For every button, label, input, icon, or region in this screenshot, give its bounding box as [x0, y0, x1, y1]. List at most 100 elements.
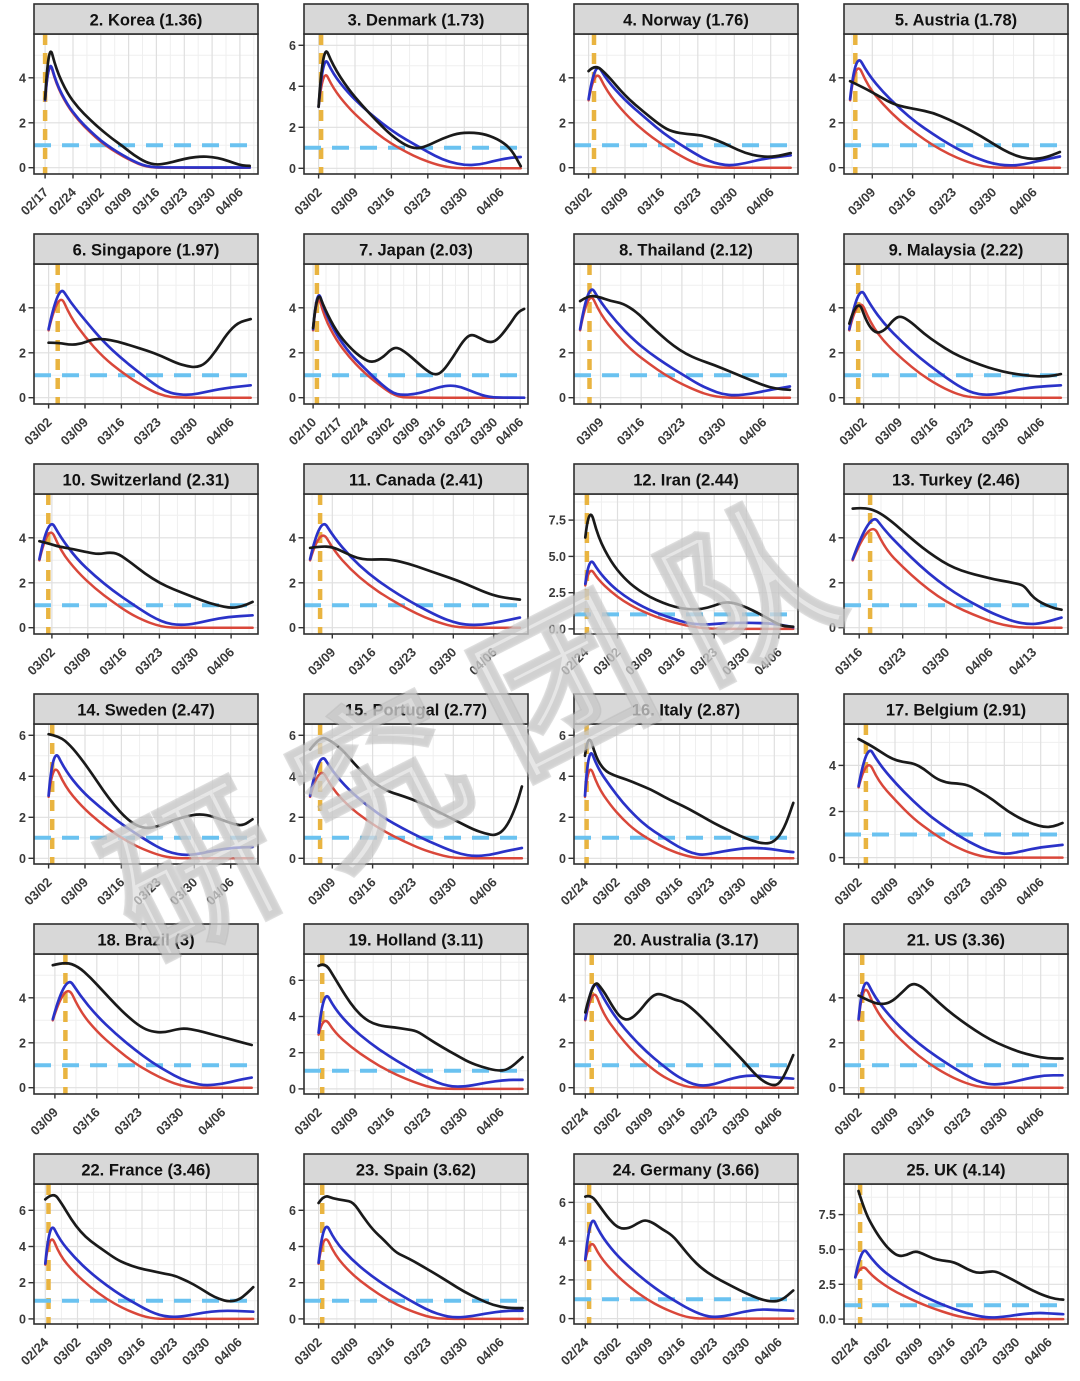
x-tick-label: 04/06 [1006, 185, 1040, 219]
blue-series-line [583, 1219, 795, 1319]
x-tick-label: 03/23 [670, 185, 704, 219]
x-tick-label: 03/30 [437, 1105, 471, 1139]
chart-panel: 5. Austria (1.78) 03/09 03/16 03/23 03/30 04/… [810, 0, 1080, 230]
red-series-line [857, 764, 1064, 859]
y-tick-label: 0 [829, 161, 836, 175]
panel-title: 18. Brazil (3) [97, 932, 194, 950]
x-tick-label: 03/30 [695, 415, 729, 449]
black-series-line [308, 545, 522, 601]
y-tick-label: 0 [559, 391, 566, 405]
blue-series-line [51, 980, 254, 1087]
x-tick-label: 03/02 [590, 1335, 624, 1369]
black-series-line [847, 304, 1063, 378]
blue-series-line [851, 518, 1063, 626]
y-tick-label: 2 [19, 116, 26, 130]
x-tick-label: 03/23 [400, 1105, 434, 1139]
panel-title: 2. Korea (1.36) [90, 12, 203, 30]
y-tick-label: 2 [559, 811, 566, 825]
x-tick-label: 03/02 [73, 185, 107, 219]
blue-series-line [583, 752, 795, 856]
x-tick-label: 02/10 [286, 415, 320, 449]
red-series-line [848, 303, 1063, 399]
x-tick-label: 03/16 [345, 645, 379, 679]
x-tick-label: 02/24 [558, 1334, 592, 1368]
black-series-line [857, 1189, 1065, 1301]
y-tick-label: 2 [829, 116, 836, 130]
y-tick-label: 4 [289, 770, 296, 784]
facet-chart: 20. Australia (3.17) 02/2403/0203/0903/16… [558, 923, 799, 1139]
red-series-line [308, 534, 522, 629]
black-series-line [583, 513, 795, 629]
x-tick-label: 03/09 [328, 1335, 362, 1369]
x-tick-label: 04/06 [1013, 1105, 1047, 1139]
x-tick-label: 03/23 [687, 1335, 721, 1369]
y-tick-label: 4 [289, 1010, 296, 1024]
panel-title: 8. Thailand (2.12) [619, 242, 753, 260]
x-tick-label: 04/06 [1013, 875, 1047, 909]
red-series-line [311, 299, 526, 399]
y-tick-label: 7.5 [819, 1208, 836, 1222]
x-tick-label: 03/16 [96, 645, 130, 679]
blue-series-line [853, 1249, 1065, 1319]
blue-series-line [583, 983, 795, 1087]
facet-header [843, 923, 1069, 955]
y-tick-label: 6 [559, 729, 566, 743]
y-tick-label: 4 [289, 531, 296, 545]
y-tick-label: 0 [559, 852, 566, 866]
y-tick-label: 6 [559, 1196, 566, 1210]
x-tick-label: 03/30 [153, 1105, 187, 1139]
facet-chart: 18. Brazil (3) 03/09 03/16 03/23 03/30 04/06 0… [19, 923, 259, 1139]
chart-panel: 11. Canada (2.41) 03/09 03/16 03/23 03/30 04/… [270, 460, 540, 690]
x-tick-label: 03/16 [634, 185, 668, 219]
x-tick-label: 04/06 [747, 875, 781, 909]
x-tick-label: 03/23 [400, 185, 434, 219]
x-tick-label: 03/30 [719, 1335, 753, 1369]
x-tick-label: 03/02 [363, 415, 397, 449]
y-tick-label: 4 [19, 991, 26, 1005]
plot-area [34, 34, 258, 174]
plot-area [34, 1184, 258, 1324]
y-tick-label: 0 [19, 852, 26, 866]
red-series-line [51, 989, 253, 1089]
y-tick-label: 5.0 [549, 550, 566, 564]
black-series-line [317, 963, 524, 1072]
x-tick-label: 03/16 [129, 185, 163, 219]
facet-header [33, 1153, 259, 1185]
x-tick-label: 03/02 [50, 1335, 84, 1369]
facet-header [303, 463, 529, 495]
x-tick-label: 03/23 [111, 1105, 145, 1139]
red-series-line [584, 1242, 795, 1320]
chart-panel: 14. Sweden (2.47) 03/02 03/09 03/16 03/23 03/… [0, 690, 270, 920]
plot-area [574, 724, 798, 864]
chart-panel: 19. Holland (3.11) 03/02 03/09 03/16 03/23 03… [270, 920, 540, 1150]
x-tick-label: 03/09 [868, 875, 902, 909]
y-tick-label: 2 [19, 346, 26, 360]
y-tick-label: 4 [559, 1235, 566, 1249]
facet-header [33, 3, 259, 35]
x-tick-label: 03/09 [82, 1335, 116, 1369]
x-tick-label: 03/30 [919, 645, 953, 679]
x-tick-label: 03/23 [130, 415, 164, 449]
panel-title: 6. Singapore (1.97) [73, 242, 220, 260]
x-tick-label: 04/06 [473, 1335, 507, 1369]
red-series-line [854, 1266, 1065, 1321]
x-tick-label: 03/30 [426, 645, 460, 679]
panel-title: 25. UK (4.14) [906, 1162, 1005, 1180]
black-series-line [47, 732, 254, 830]
x-tick-label: 03/30 [977, 875, 1011, 909]
y-tick-label: 0 [289, 852, 296, 866]
panel-title: 5. Austria (1.78) [895, 12, 1017, 30]
facet-chart: 17. Belgium (2.91) 03/02 03/09 03/16 03/23 03… [829, 693, 1069, 909]
x-tick-label: 03/09 [872, 415, 906, 449]
x-tick-label: 03/02 [561, 185, 595, 219]
facet-header [33, 233, 259, 265]
x-tick-label: 03/23 [926, 185, 960, 219]
x-tick-label: 03/23 [687, 1105, 721, 1139]
plot-area [304, 494, 528, 634]
x-tick-label: 03/30 [989, 1335, 1023, 1369]
red-series-line [851, 527, 1063, 629]
blue-series-line [587, 66, 793, 167]
panel-title: 9. Malaysia (2.22) [889, 242, 1024, 260]
x-tick-label: 03/02 [590, 645, 624, 679]
